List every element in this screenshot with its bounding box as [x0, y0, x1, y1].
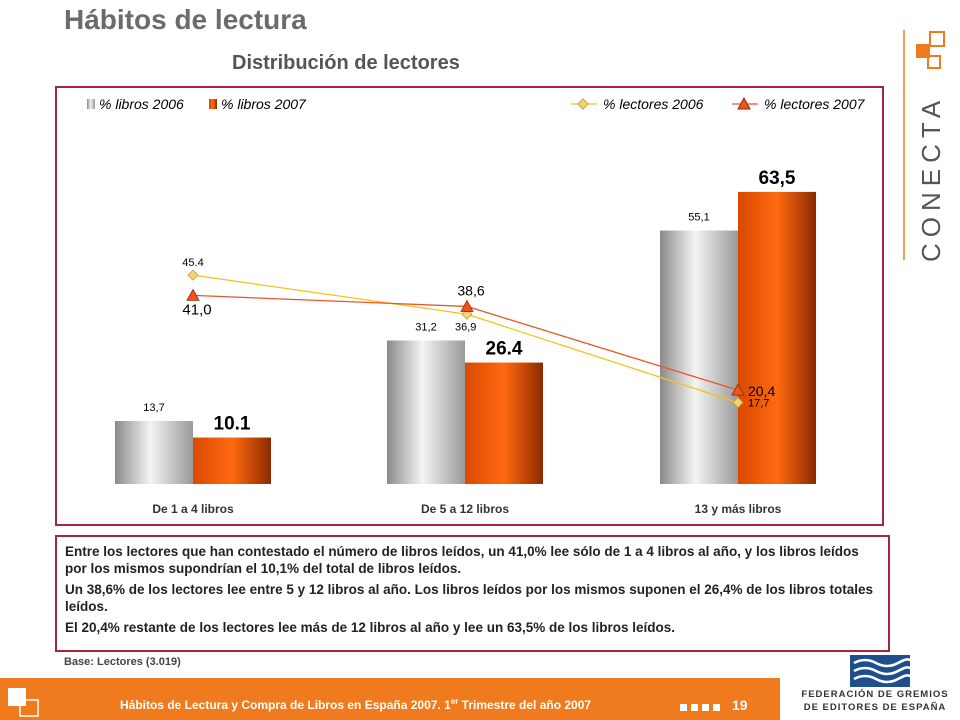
point-lectores-2006	[732, 397, 744, 409]
legend-swatch-libros-2006	[87, 99, 95, 109]
footer-text: Hábitos de Lectura y Compra de Libros en…	[120, 697, 592, 712]
label-libros-2006: 13,7	[143, 402, 164, 414]
bar-libros-2006	[660, 230, 738, 484]
legend-marker-lectores-2007	[737, 96, 751, 110]
logo-square-small	[927, 55, 941, 69]
summary-paragraph-1: Entre los lectores que han contestado el…	[65, 544, 859, 576]
label-libros-2007: 10.1	[214, 414, 251, 435]
logo-square-outline	[929, 31, 945, 47]
label-libros-2006: 31,2	[415, 321, 436, 333]
reader-distribution-chart: % libros 2006 % libros 2007 % lectores 200…	[87, 96, 866, 516]
point-lectores-2007	[186, 288, 200, 301]
page-number: 19	[732, 697, 748, 713]
label-lectores-2007: 41,0	[182, 301, 211, 318]
label-libros-2007: 26.4	[486, 339, 523, 360]
label-lectores-2007: 38,6	[457, 282, 484, 298]
summary-box: Entre los lectores que han contestado el…	[55, 535, 890, 652]
federation-name: FEDERACIÓN DE GREMIOS DE EDITORES DE ESP…	[801, 689, 949, 713]
footer-bar	[0, 678, 780, 720]
label-lectores-2006: 45.4	[182, 257, 203, 269]
category-label: 13 y más libros	[695, 502, 782, 516]
bar-libros-2007	[738, 191, 816, 484]
bar-libros-2006	[387, 340, 465, 484]
label-lectores-2006: 17,7	[748, 398, 769, 410]
legend-swatch-libros-2007	[209, 99, 217, 109]
point-lectores-2006	[187, 269, 199, 281]
legend-label: % lectores 2007	[764, 96, 866, 112]
point-lectores-2007	[460, 299, 474, 312]
category-label: De 5 a 12 libros	[421, 502, 509, 516]
bar-libros-2006	[115, 420, 193, 484]
legend-label: % lectores 2006	[603, 96, 704, 112]
footer-logo-icon	[8, 688, 39, 717]
legend-label: % libros 2006	[99, 96, 184, 112]
label-libros-2007: 63,5	[759, 168, 796, 189]
brand-text: CONECTA	[916, 95, 946, 262]
base-note: Base: Lectores (3.019)	[64, 656, 181, 668]
bar-libros-2007	[193, 437, 271, 484]
legend-label: % libros 2007	[221, 96, 307, 112]
conecta-logo: CONECTA	[903, 30, 946, 262]
logo-square-filled	[916, 44, 930, 58]
bar-libros-2007	[465, 362, 543, 484]
label-lectores-2007: 20,4	[748, 383, 775, 399]
point-lectores-2007	[731, 383, 745, 396]
footer-dots	[680, 704, 720, 711]
chart-title: Distribución de lectores	[232, 52, 460, 74]
legend-marker-lectores-2006	[577, 98, 589, 110]
summary-paragraph-2: Un 38,6% de los lectores lee entre 5 y 1…	[65, 582, 874, 614]
chart-frame: % libros 2006 % libros 2007 % lectores 200…	[55, 86, 884, 526]
page-title: Hábitos de lectura	[64, 4, 307, 35]
category-label: De 1 a 4 libros	[152, 502, 234, 516]
summary-paragraph-3: El 20,4% restante de los lectores lee má…	[65, 620, 676, 635]
label-lectores-2006: 36,9	[455, 321, 476, 333]
label-libros-2006: 55,1	[688, 212, 709, 224]
federation-logo-icon	[850, 655, 910, 687]
